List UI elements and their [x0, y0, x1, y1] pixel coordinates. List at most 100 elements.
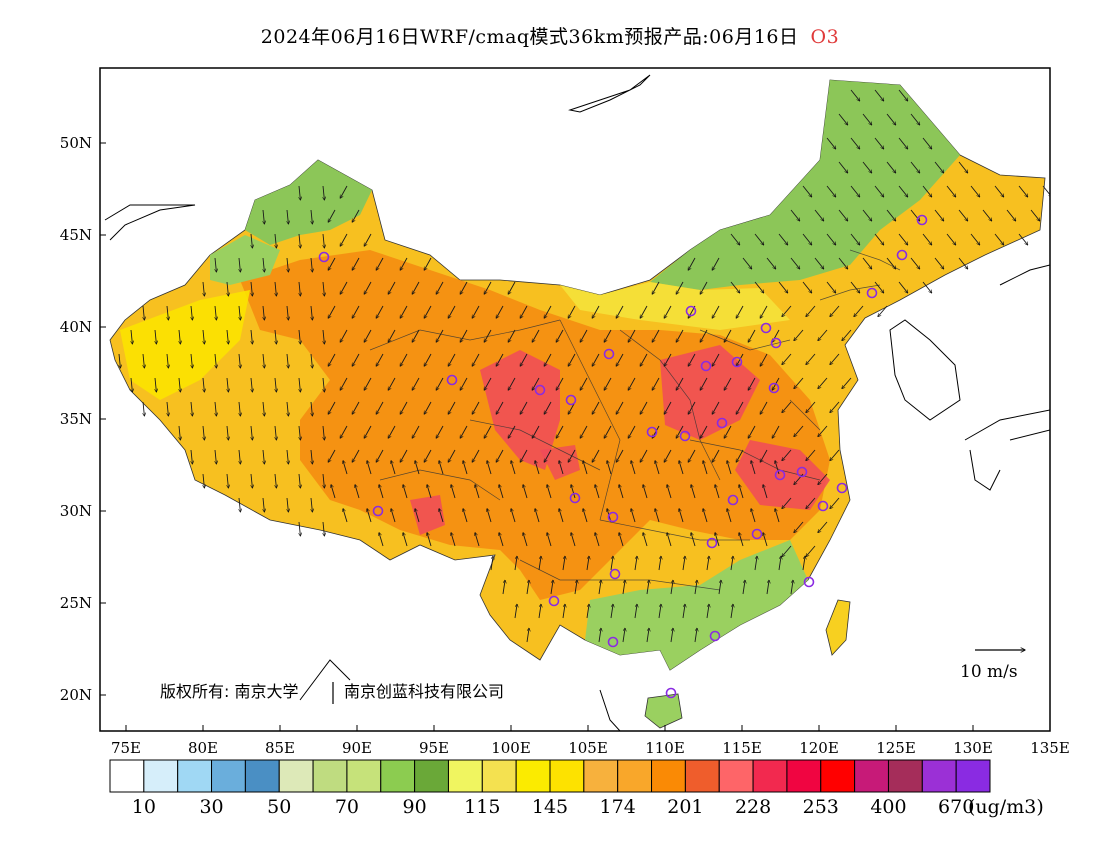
wind-arrow: [275, 425, 276, 440]
wind-arrow: [718, 580, 721, 595]
station-marker: [916, 214, 928, 226]
wind-arrow: [436, 281, 444, 294]
wind-arrow: [604, 377, 612, 390]
wind-arrow: [842, 377, 852, 389]
wind-arrow: [724, 425, 732, 438]
wind-arrow: [355, 485, 360, 499]
wind-arrow: [802, 185, 812, 197]
wind-arrow: [439, 509, 444, 523]
wind-arrow: [586, 604, 589, 619]
wind-arrow: [628, 377, 636, 390]
wind-arrow: [400, 257, 408, 270]
station-marker: [803, 576, 815, 588]
wind-arrow: [814, 209, 824, 221]
wind-arrow: [538, 556, 541, 571]
wind-arrow: [275, 329, 276, 344]
wind-arrow: [604, 329, 612, 342]
wind-arrow: [766, 257, 776, 269]
latitude-axis: 20N 25N 30N 35N 40N 45N 50N: [60, 134, 106, 704]
lat-tick-label: 35N: [60, 410, 92, 428]
species-label: O3: [810, 26, 840, 48]
wind-arrow: [763, 485, 768, 499]
wind-arrow: [499, 485, 504, 499]
wind-arrow: [736, 353, 744, 366]
wind-arrow: [854, 305, 864, 317]
wind-arrow: [323, 185, 324, 200]
monitoring-stations: [318, 214, 928, 699]
wind-arrow: [830, 449, 840, 461]
wind-arrow: [475, 485, 480, 499]
wind-arrow: [323, 233, 324, 248]
wind-arrow: [748, 425, 756, 438]
legend-swatch: [549, 759, 585, 793]
wind-arrow: [970, 185, 980, 197]
wind-arrow: [424, 353, 432, 366]
wind-arrow: [436, 425, 444, 438]
wind-arrow: [299, 281, 300, 296]
wind-arrow: [448, 401, 456, 414]
wind-arrow: [275, 473, 276, 488]
wind-arrow: [700, 377, 708, 390]
wind-arrow: [818, 329, 828, 341]
legend-swatch: [244, 759, 280, 793]
wind-arrow: [191, 449, 192, 464]
wind-arrow: [658, 556, 661, 571]
lon-tick-label: 125E: [876, 739, 916, 757]
wind-arrow: [694, 580, 697, 595]
wind-arrow: [227, 425, 228, 440]
wind-arrow: [850, 185, 860, 197]
map-title: 2024年06月16日WRF/cmaq模式36km预报产品:06月16日 O3: [0, 22, 1100, 49]
wind-arrow: [682, 604, 685, 619]
legend-swatch: [143, 759, 179, 793]
wind-arrow: [790, 209, 800, 221]
wind-arrow: [227, 377, 228, 392]
legend-label: 201: [667, 796, 703, 818]
wind-arrow: [838, 113, 848, 125]
hotspot-4: [410, 495, 445, 535]
wind-arrow: [239, 449, 240, 464]
wind-arrow: [838, 209, 848, 221]
wind-arrow: [794, 377, 804, 389]
wind-arrow: [556, 425, 564, 438]
wind-arrow: [830, 305, 840, 317]
legend-unit: (ug/m3): [968, 796, 1044, 818]
lon-tick-label: 135E: [1030, 739, 1070, 757]
wind-arrow: [580, 425, 588, 438]
station-marker: [731, 356, 743, 368]
wind-arrow: [634, 604, 637, 619]
wind-arrow: [215, 257, 216, 272]
wind-arrow: [343, 509, 348, 523]
wind-arrow: [191, 305, 192, 320]
wind-arrow: [436, 377, 444, 390]
wind-arrow: [526, 628, 529, 643]
station-marker: [709, 630, 721, 642]
wind-arrow: [239, 353, 240, 368]
station-marker: [770, 337, 782, 349]
wind-arrow: [263, 257, 264, 272]
wind-arrow: [862, 113, 872, 125]
lon-tick-label: 95E: [419, 739, 449, 757]
wind-arrow: [179, 377, 180, 392]
wind-arrow: [640, 449, 648, 462]
wind-arrow: [472, 401, 480, 414]
wind-arrow: [751, 461, 756, 475]
wind-arrow: [499, 533, 504, 547]
station-marker: [609, 568, 621, 580]
wind-arrow: [830, 353, 840, 365]
lat-tick-label: 30N: [60, 502, 92, 520]
wind-arrow: [946, 233, 956, 245]
wind-arrow: [676, 425, 684, 438]
wind-arrow: [191, 401, 192, 416]
wind-arrow: [850, 137, 860, 149]
wind-arrow: [391, 509, 396, 523]
wind-arrow: [502, 580, 505, 595]
low-ozone-northwest: [245, 160, 372, 245]
wind-arrow: [227, 329, 228, 344]
wind-arrow: [910, 113, 920, 125]
wind-arrow: [547, 533, 552, 547]
wind-arrow: [862, 161, 872, 173]
legend-swatch: [515, 759, 551, 793]
wind-arrow: [299, 425, 300, 440]
wind-arrow: [544, 401, 552, 414]
